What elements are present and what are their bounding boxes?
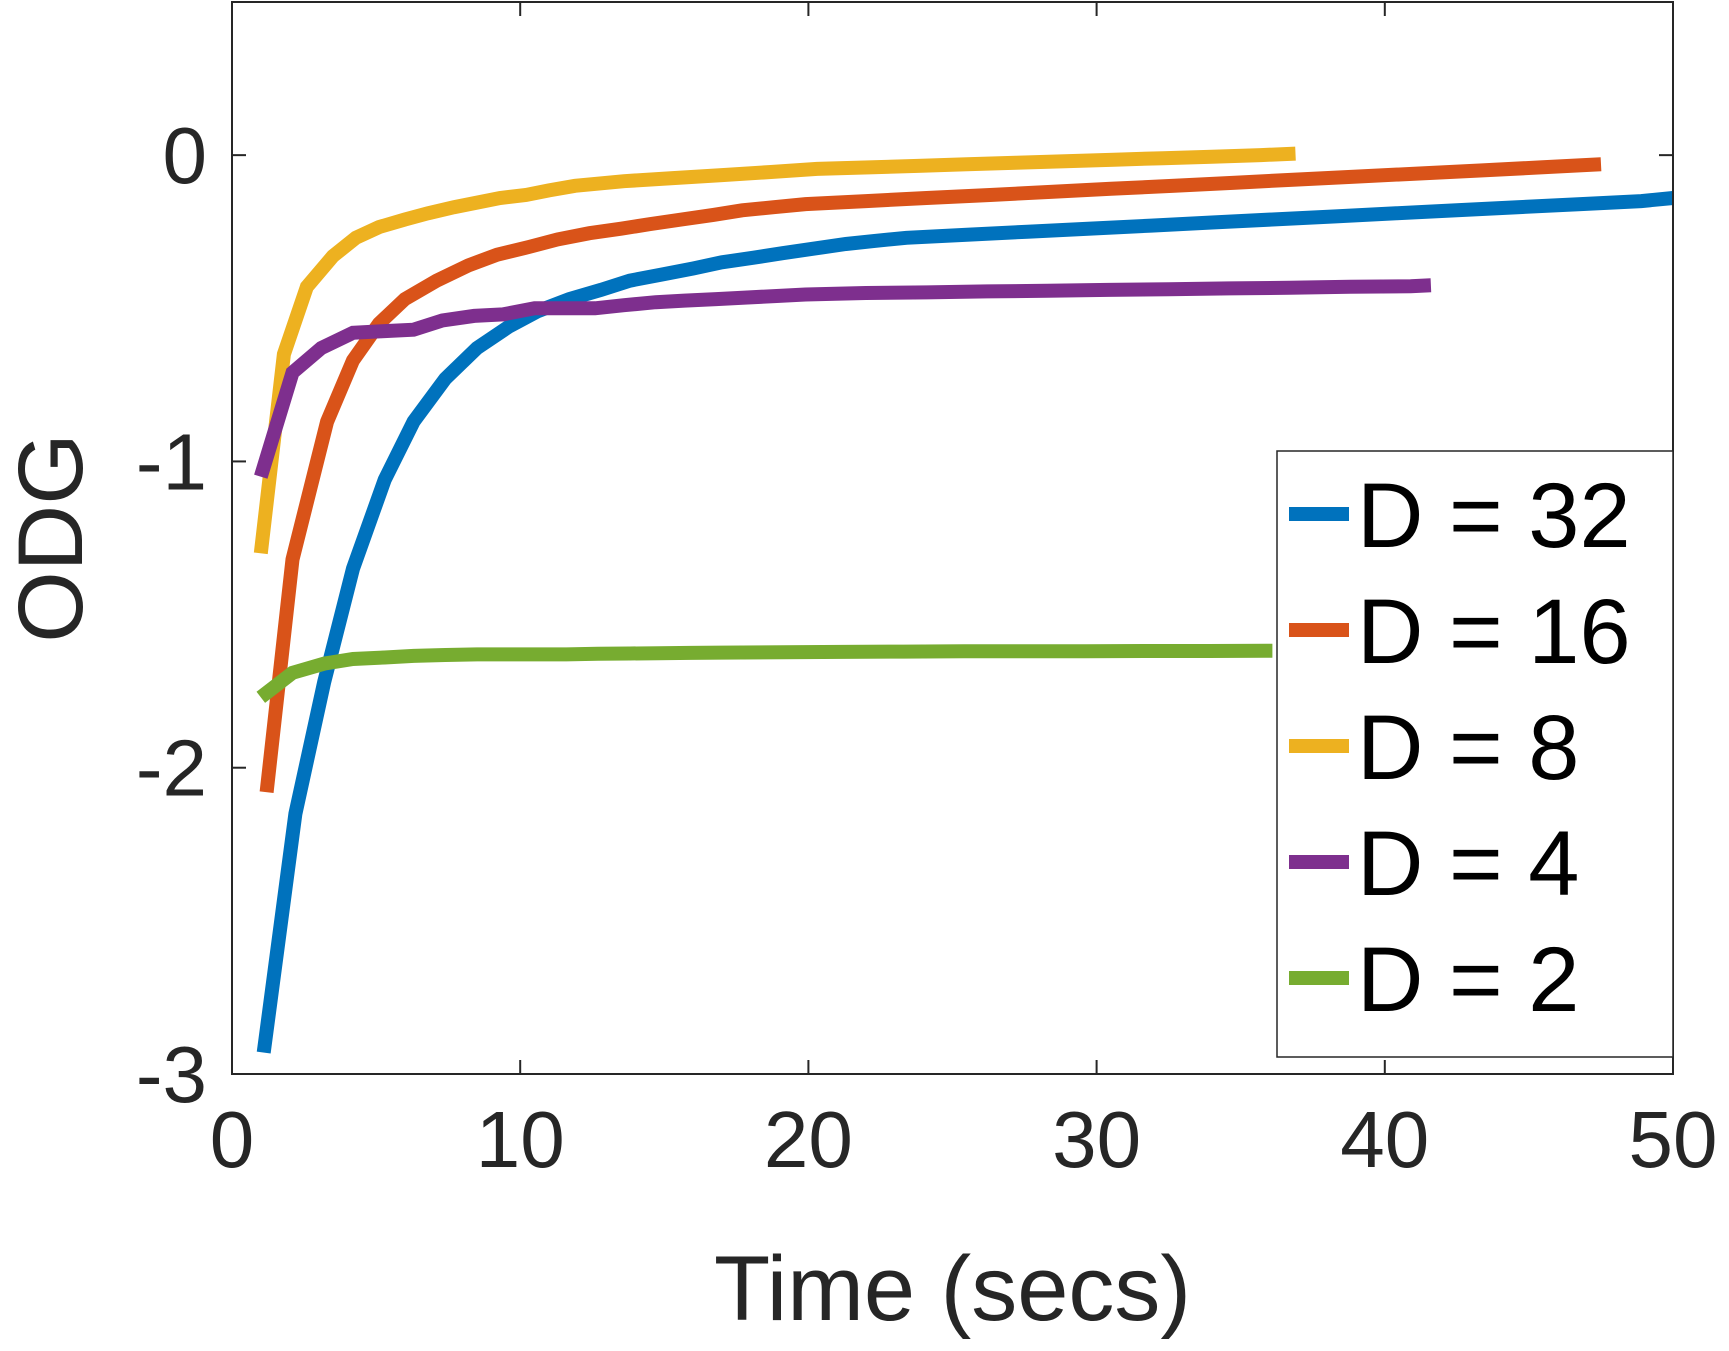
series-line-1 [256,191,1674,1054]
x-tick-label: 30 [1052,1095,1141,1184]
y-tick-label: -3 [136,1030,207,1119]
y-tick-label: -1 [136,417,207,506]
x-tick-label: 10 [476,1095,565,1184]
x-tick-label: 0 [210,1095,255,1184]
x-tick-label: 40 [1340,1095,1429,1184]
legend-label-3: D = 8 [1357,697,1579,799]
ticks-layer: 0 10 20 30 40 50 -3 -2 -1 0 [136,2,1718,1184]
legend-label-2: D = 16 [1357,581,1631,683]
series-line-3 [253,146,1296,555]
legend-label-4: D = 4 [1357,813,1579,915]
x-tick-label: 50 [1629,1095,1718,1184]
legend-label-5: D = 2 [1357,929,1579,1031]
series-line-2 [259,157,1602,793]
x-tick-label: 20 [764,1095,853,1184]
y-axis-label: ODG [0,433,102,643]
legend-label-1: D = 32 [1357,465,1631,567]
series-layer [253,146,1674,1054]
series-line-5 [256,643,1273,703]
series-line-4 [254,278,1432,479]
legend-box [1276,450,1674,1058]
y-tick-label: 0 [163,111,208,200]
legend: D = 32 D = 16 D = 8 D = 4 D = 2 [1276,450,1674,1058]
y-tick-label: -2 [136,724,207,813]
x-axis-label: Time (secs) [714,1238,1191,1340]
